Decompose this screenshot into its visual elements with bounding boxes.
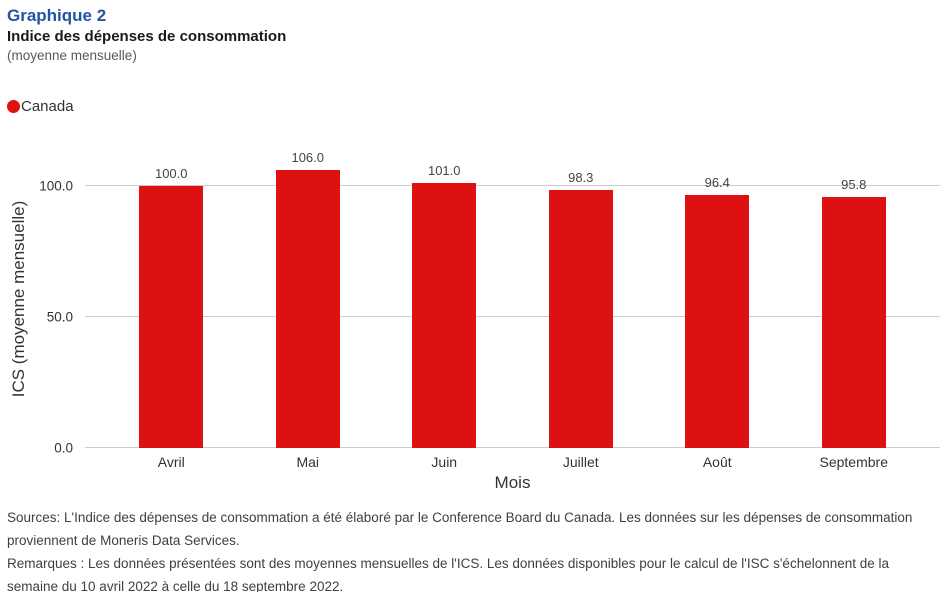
x-axis-tick-labels: Avril Mai Juin Juillet Août Septembre [85,454,940,470]
x-tick-label-août: Août [702,454,732,470]
source-note: Sources: L'Indice des dépenses de consom… [7,510,913,548]
bar-column-septembre: 95.8 [786,149,923,448]
y-tick-label-0.0: 0.0 [54,440,73,456]
chart-title: Indice des dépenses de consommation [7,28,287,45]
bar-value-label-juin: 101.0 [427,163,461,179]
x-axis-title: Mois [494,473,531,492]
bar-column-avril: 100.0 [103,149,240,448]
x-tick-label-avril: Avril [157,454,185,470]
bar-column-juillet: 98.3 [513,149,650,448]
bar-value-label-août: 96.4 [704,175,730,191]
bar-juillet[interactable] [548,190,613,448]
legend-circle-icon [7,99,20,113]
x-tick-label-juillet: Juillet [562,454,599,470]
x-tick-label-juin: Juin [431,454,458,470]
x-tick-label-mai: Mai [296,454,320,470]
legend-label-canada: Canada [21,97,74,115]
bar-columns: 100.0 106.0 101.0 98.3 96.4 95.8 [85,149,940,448]
bar-mai[interactable] [275,169,340,448]
bar-août[interactable] [685,195,750,448]
y-axis-title: ICS (moyenne mensuelle) [9,200,28,397]
gridline-y-50.0 [85,315,940,317]
plot-area: ICS (moyenne mensuelle) 0.0 50.0 100.0 100.… [9,149,940,456]
bar-column-août: 96.4 [649,149,786,448]
chart-subtitle-note: (moyenne mensuelle) [7,48,137,63]
footer-notes: Sources: L'Indice des dépenses de consom… [7,506,941,592]
bar-septembre[interactable] [821,196,886,448]
bar-value-label-juillet: 98.3 [568,170,594,186]
bar-value-label-mai: 106.0 [291,149,325,165]
bar-column-juin: 101.0 [376,149,513,448]
bar-column-mai: 106.0 [240,149,377,448]
x-tick-label-septembre: Septembre [819,454,888,470]
chart-legend: Canada [7,97,940,115]
gridline-y-100.0 [85,184,940,186]
gridline-y-0.0 [85,447,940,448]
bar-value-label-septembre: 95.8 [841,176,867,192]
bar-avril[interactable] [139,185,204,448]
remarks-note: Remarques : Les données présentées sont … [7,556,890,592]
chart-number-title: Graphique 2 [7,6,107,25]
bar-juin[interactable] [412,183,477,448]
y-tick-label-100.0: 100.0 [39,178,73,194]
y-tick-label-50.0: 50.0 [46,309,73,325]
bar-value-label-avril: 100.0 [154,165,188,181]
